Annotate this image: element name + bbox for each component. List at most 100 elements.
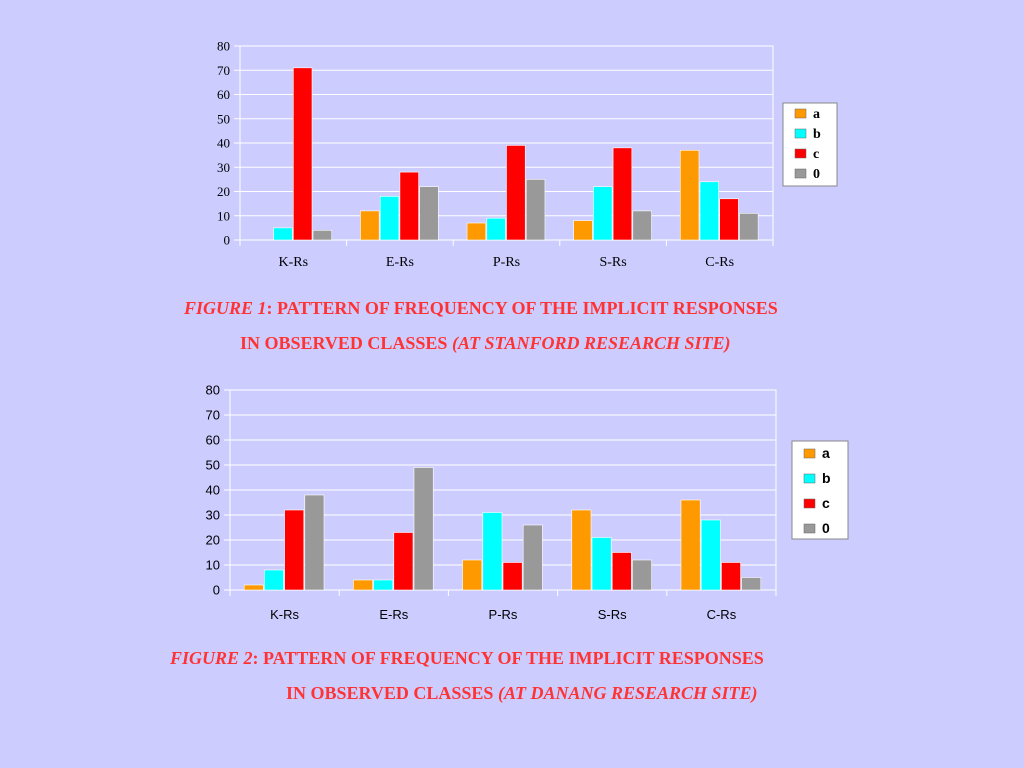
chart-1-bar-a-P-Rs	[466, 222, 487, 241]
chart-1-legend-swatch-b	[794, 128, 807, 139]
chart-1-x-tick-label: S-Rs	[599, 255, 626, 270]
chart-1-y-tick-label: 20	[217, 184, 230, 199]
chart-1-x-tick-label: C-Rs	[705, 255, 734, 270]
figure-1-site: (AT STANFORD RESEARCH SITE)	[451, 333, 731, 353]
chart-2-y-tick-label: 0	[213, 583, 220, 598]
figure-2-title: : PATTERN OF FREQUENCY OF THE IMPLICIT R…	[252, 648, 764, 668]
chart-1-legend-label-c: c	[813, 147, 819, 162]
chart-1-y-tick-label: 30	[217, 160, 230, 175]
figure-2-label: FIGURE 2	[170, 648, 253, 668]
figure-2-title-cont: IN OBSERVED CLASSES	[286, 683, 498, 703]
chart-2-legend-label-c: c	[822, 495, 830, 511]
chart-1-y-tick-label: 0	[224, 233, 231, 248]
chart-1-x-tick-label: K-Rs	[279, 255, 309, 270]
chart-1-bar-0-P-Rs	[525, 179, 546, 241]
chart-1-legend-swatch-c	[794, 148, 807, 159]
chart-1-legend-label-b: b	[813, 127, 821, 142]
chart-2-bar-c-E-Rs	[393, 532, 414, 591]
figure-2-caption-line-1: FIGURE 2: PATTERN OF FREQUENCY OF THE IM…	[170, 648, 764, 669]
chart-1-bar-b-P-Rs	[486, 217, 506, 241]
chart-2-bar-c-C-Rs	[721, 562, 741, 591]
chart-2-bar-0-S-Rs	[632, 559, 652, 591]
chart-1-x-tick-label: E-Rs	[386, 255, 414, 270]
chart-2-bar-c-K-Rs	[284, 509, 305, 591]
chart-2-y-tick-label: 80	[206, 383, 220, 398]
chart-2-legend-label-b: b	[822, 470, 831, 486]
chart-1-y-tick-label: 40	[217, 136, 230, 151]
chart-1-bar-c-S-Rs	[612, 147, 633, 241]
chart-2-legend-swatch-c	[803, 498, 816, 509]
chart-1-legend-box	[782, 102, 838, 187]
chart-2-x-tick-label: C-Rs	[707, 607, 737, 622]
chart-2-x-tick-label: K-Rs	[270, 607, 299, 622]
chart-1-group: 0 10 20 30 40 50 60 70 80 K-Rs E-Rs P-Rs S-Rs C-Rs abc…	[217, 39, 838, 270]
chart-1-y-tick-label: 50	[217, 111, 230, 126]
chart-1-legend-swatch-0	[794, 168, 807, 179]
chart-1-bar-0-S-Rs	[632, 210, 652, 241]
chart-2-x-tick-label: E-Rs	[379, 607, 408, 622]
chart-2-bar-a-K-Rs	[243, 584, 264, 591]
chart-2-y-tick-label: 10	[206, 558, 220, 573]
chart-1-bar-c-E-Rs	[399, 171, 419, 241]
chart-1-bar-b-S-Rs	[593, 186, 613, 241]
chart-1-bar-b-C-Rs	[699, 181, 720, 241]
chart-2-legend-swatch-0	[803, 523, 816, 534]
chart-2-y-tick-label: 40	[206, 483, 220, 498]
chart-1-bar-c-C-Rs	[719, 198, 739, 241]
chart-2-legend-swatch-b	[803, 473, 816, 484]
chart-2-legend-label-a: a	[822, 445, 830, 461]
chart-1-y-tick-label: 80	[217, 39, 230, 54]
chart-2-bar-c-P-Rs	[502, 562, 523, 591]
chart-2-legend-label-0: 0	[822, 520, 830, 536]
chart-2-y-tick-label: 50	[206, 458, 220, 473]
chart-2-bar-0-E-Rs	[413, 467, 434, 591]
chart-2-bar-b-E-Rs	[373, 579, 394, 591]
chart-1-legend-label-0: 0	[813, 167, 820, 182]
chart-2-bar-a-E-Rs	[353, 579, 373, 591]
chart-2-y-tick-label: 30	[206, 508, 220, 523]
chart-2-x-tick-label: P-Rs	[489, 607, 518, 622]
chart-2-bar-c-S-Rs	[611, 552, 632, 591]
chart-2-bar-b-P-Rs	[482, 512, 503, 591]
chart-1-bar-a-E-Rs	[360, 210, 380, 241]
figure-1-title: : PATTERN OF FREQUENCY OF THE IMPLICIT R…	[266, 298, 778, 318]
chart-2-bar-b-K-Rs	[264, 569, 284, 591]
chart-1-bar-b-E-Rs	[379, 196, 400, 241]
chart-2-bar-0-C-Rs	[741, 577, 762, 591]
chart-1-bar-a-S-Rs	[573, 220, 593, 241]
chart-2-group: 0 10 20 30 40 50 60 70 80 K-Rs E-Rs P-Rs S-Rs C-Rs abc…	[206, 383, 849, 622]
chart-2-y-tick-label: 20	[206, 533, 220, 548]
chart-1-bar-0-E-Rs	[419, 186, 439, 241]
chart-1-y-tick-label: 10	[217, 208, 230, 223]
figure-1-caption-line-2: IN OBSERVED CLASSES (AT STANFORD RESEARC…	[240, 333, 731, 354]
chart-2-bar-0-P-Rs	[522, 524, 543, 591]
figure-1-label: FIGURE 1	[184, 298, 267, 318]
chart-2-x-tick-label: S-Rs	[598, 607, 627, 622]
chart-1-bar-0-K-Rs	[312, 230, 333, 241]
chart-2-bar-b-S-Rs	[591, 537, 612, 591]
chart-2-bar-a-S-Rs	[571, 509, 592, 591]
figure-1-title-cont: IN OBSERVED CLASSES	[240, 333, 452, 353]
chart-1-bar-0-C-Rs	[739, 213, 759, 241]
figure-2-caption-line-2: IN OBSERVED CLASSES (AT DANANG RESEARCH …	[286, 683, 758, 704]
figure-1-caption-line-1: FIGURE 1: PATTERN OF FREQUENCY OF THE IM…	[184, 298, 778, 319]
chart-1-legend-label-a: a	[813, 107, 820, 122]
chart-2-bar-b-C-Rs	[700, 519, 721, 591]
chart-2-legend-box	[791, 440, 849, 540]
chart-1-y-tick-label: 60	[217, 87, 230, 102]
chart-2-bar-a-P-Rs	[462, 559, 483, 591]
figure-2-site: (AT DANANG RESEARCH SITE)	[497, 683, 758, 703]
chart-2-y-tick-label: 70	[206, 408, 220, 423]
chart-2-bar-a-C-Rs	[680, 499, 701, 591]
chart-1-x-tick-label: P-Rs	[493, 255, 520, 270]
chart-2-y-tick-label: 60	[206, 433, 220, 448]
chart-1-y-tick-label: 70	[217, 63, 230, 78]
chart-2-bar-0-K-Rs	[304, 494, 325, 591]
chart-1-legend-swatch-a	[794, 108, 807, 119]
chart-1-bar-c-K-Rs	[292, 67, 313, 241]
chart-1-bar-c-P-Rs	[506, 145, 526, 241]
chart-1-bar-a-C-Rs	[679, 149, 700, 241]
chart-1-bar-b-K-Rs	[273, 227, 293, 241]
chart-2-legend-swatch-a	[803, 448, 816, 459]
